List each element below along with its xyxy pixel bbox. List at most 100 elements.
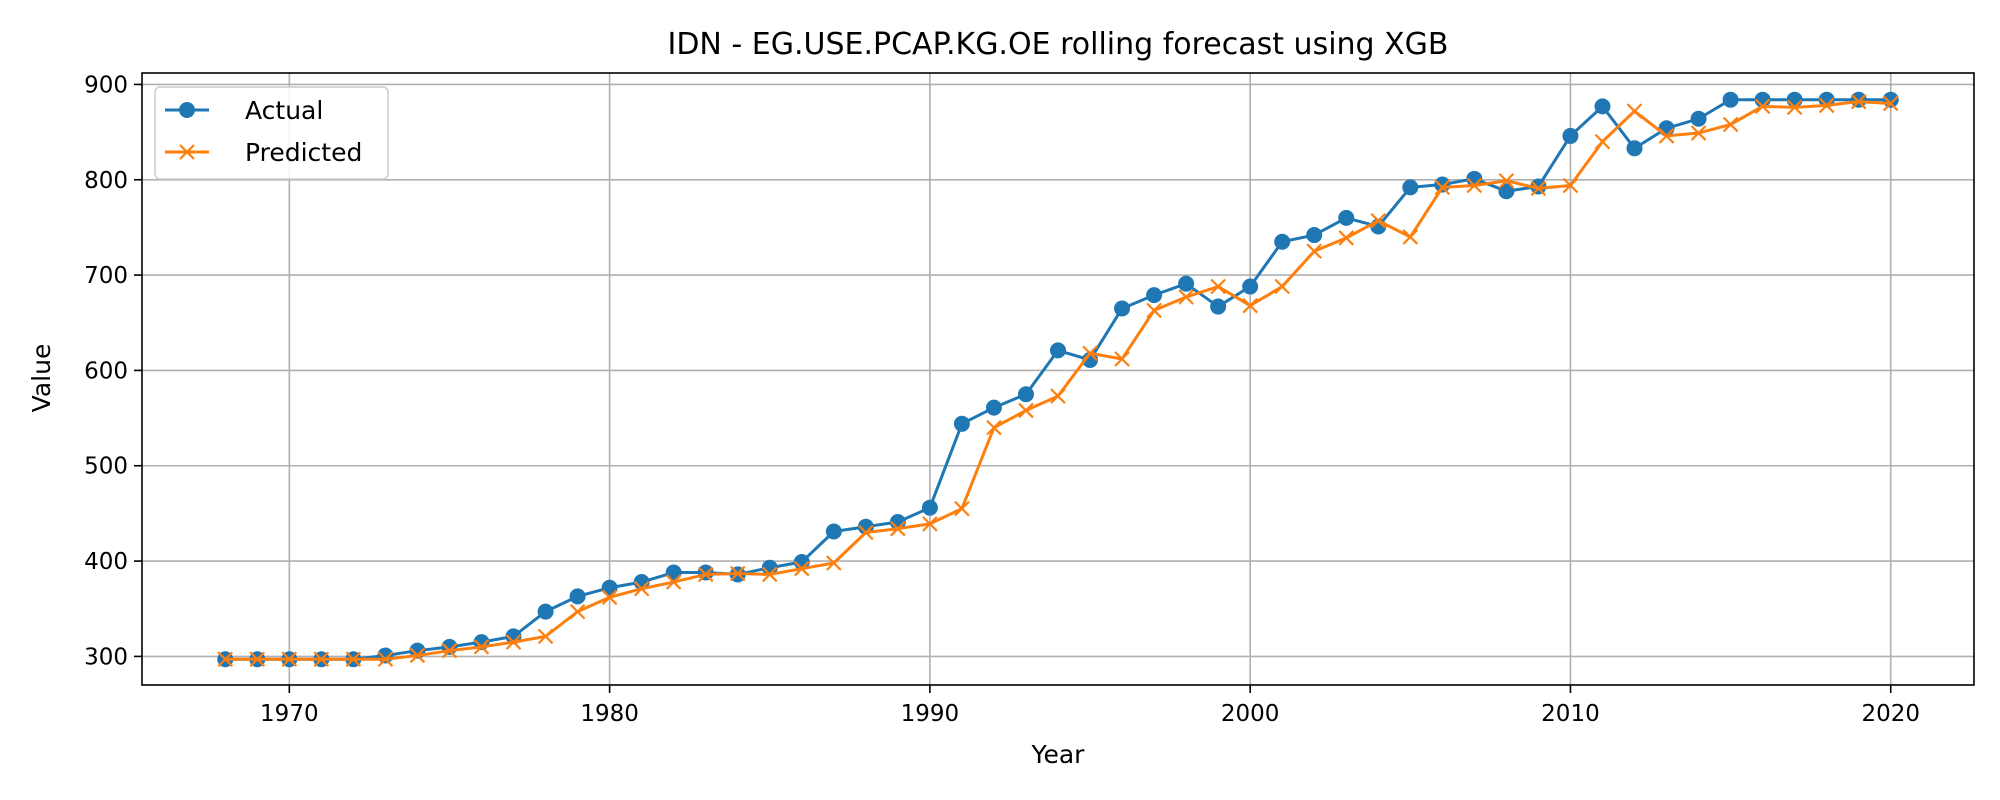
data-point-predicted xyxy=(1018,402,1034,419)
x-tick-label: 2000 xyxy=(1221,701,1280,727)
data-point-predicted xyxy=(569,603,586,620)
series-predicted xyxy=(217,93,1899,668)
data-point-predicted xyxy=(1754,98,1771,115)
data-point-predicted xyxy=(1850,93,1867,110)
data-point-actual xyxy=(1306,227,1323,244)
data-point-predicted xyxy=(345,651,362,668)
y-tick-label: 300 xyxy=(84,644,128,670)
data-point-predicted xyxy=(1466,177,1483,194)
data-point-predicted xyxy=(505,634,522,650)
data-point-predicted xyxy=(826,555,842,571)
data-point-predicted xyxy=(1690,125,1707,141)
x-axis: 1970 1980 1990 2000 2010 2020 xyxy=(260,685,1920,727)
data-point-actual xyxy=(1050,342,1066,359)
data-point-predicted xyxy=(1306,243,1322,260)
y-tick-label: 500 xyxy=(84,454,128,480)
data-point-predicted xyxy=(1658,128,1675,144)
data-point-predicted xyxy=(954,500,970,517)
data-point-predicted xyxy=(890,520,906,537)
data-point-actual xyxy=(921,499,938,516)
data-point-predicted xyxy=(1818,97,1835,114)
data-point-actual xyxy=(953,415,970,432)
x-tick-label: 1970 xyxy=(260,701,319,727)
data-point-actual xyxy=(601,579,618,596)
legend-label: Predicted xyxy=(245,138,362,167)
data-point-predicted xyxy=(281,651,298,668)
data-point-predicted xyxy=(473,639,490,655)
data-point-actual xyxy=(1338,209,1355,226)
data-point-predicted xyxy=(1370,212,1387,229)
data-point-actual xyxy=(1114,300,1131,317)
data-point-actual xyxy=(1274,233,1291,250)
data-point-actual xyxy=(1658,120,1675,137)
data-point-predicted xyxy=(729,565,746,582)
data-point-predicted xyxy=(1210,278,1226,295)
data-point-actual xyxy=(825,523,842,540)
plot-frame xyxy=(141,72,1975,686)
data-point-predicted xyxy=(313,651,330,668)
data-point-predicted xyxy=(1242,297,1258,314)
data-point-actual xyxy=(1626,140,1643,157)
data-point-predicted xyxy=(1402,229,1419,245)
data-point-actual xyxy=(1498,183,1515,200)
data-point-predicted xyxy=(697,566,714,583)
y-tick-label: 900 xyxy=(84,72,128,98)
data-point-actual xyxy=(1242,278,1259,295)
chart-title: IDN - EG.USE.PCAP.KG.OE rolling forecast… xyxy=(667,27,1448,62)
x-tick-label: 1980 xyxy=(580,701,639,727)
data-point-predicted xyxy=(1498,172,1515,189)
data-point-actual xyxy=(665,564,682,581)
data-point-actual xyxy=(1786,91,1803,108)
data-point-actual xyxy=(1530,178,1547,195)
data-point-predicted xyxy=(858,524,874,541)
data-point-predicted xyxy=(1146,302,1162,319)
data-point-predicted xyxy=(217,651,234,668)
data-point-predicted xyxy=(761,566,778,583)
data-point-predicted xyxy=(1786,99,1803,116)
series-layer xyxy=(217,91,1899,668)
data-point-predicted xyxy=(922,516,938,532)
grid xyxy=(142,73,1974,685)
data-point-actual xyxy=(1210,298,1227,315)
data-point-actual xyxy=(569,588,586,605)
data-point-predicted xyxy=(793,560,810,577)
data-point-predicted xyxy=(1882,95,1899,112)
legend-label: Actual xyxy=(245,96,323,125)
data-point-predicted xyxy=(633,580,650,597)
legend-item-predicted: Predicted xyxy=(165,138,362,167)
data-point-predicted xyxy=(1626,103,1643,119)
data-point-predicted xyxy=(665,574,682,590)
data-point-predicted xyxy=(1530,180,1547,197)
legend: Actual Predicted xyxy=(154,86,389,180)
y-axis: 300 400 500 600 700 800 900 xyxy=(84,72,142,670)
data-point-actual xyxy=(1178,275,1195,292)
data-point-actual xyxy=(1882,91,1899,108)
data-point-actual xyxy=(697,564,714,581)
legend-marker xyxy=(179,102,195,118)
x-tick-label: 1990 xyxy=(901,701,960,727)
y-tick-label: 600 xyxy=(84,358,128,384)
data-point-actual xyxy=(1722,91,1739,108)
y-tick-label: 700 xyxy=(84,263,128,289)
data-point-predicted xyxy=(1114,351,1130,367)
data-point-actual xyxy=(1146,287,1163,304)
legend-marker xyxy=(179,144,195,160)
x-tick-label: 2010 xyxy=(1541,701,1600,727)
y-tick-label: 800 xyxy=(84,168,128,194)
data-point-actual xyxy=(1594,98,1611,115)
data-point-predicted xyxy=(1274,278,1290,295)
data-point-actual xyxy=(985,399,1002,416)
y-tick-label: 400 xyxy=(84,549,128,575)
data-point-predicted xyxy=(986,419,1002,436)
legend-frame xyxy=(154,86,389,180)
data-point-predicted xyxy=(1722,116,1739,133)
data-point-predicted xyxy=(441,642,458,659)
data-point-predicted xyxy=(1562,177,1579,194)
data-point-actual xyxy=(1850,91,1867,108)
data-point-predicted xyxy=(601,589,618,606)
data-point-actual xyxy=(377,647,394,664)
data-point-actual xyxy=(1017,386,1034,403)
x-axis-title: Year xyxy=(1031,740,1086,769)
data-point-predicted xyxy=(377,651,394,668)
